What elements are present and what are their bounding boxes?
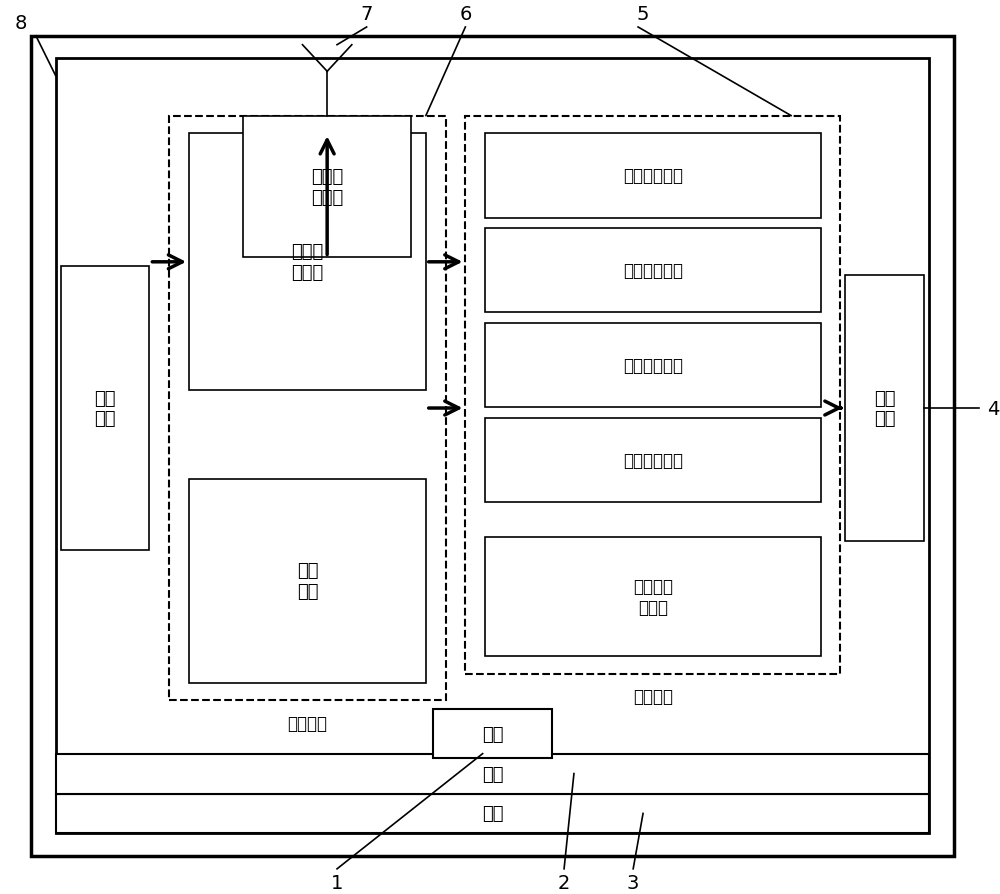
Text: 震动
电机: 震动 电机: [94, 389, 116, 428]
Text: 控制装置: 控制装置: [287, 713, 327, 732]
Bar: [485, 537, 821, 656]
Text: 基底: 基底: [482, 805, 503, 822]
Text: 1: 1: [331, 873, 343, 891]
Text: 5: 5: [637, 5, 649, 24]
Bar: [189, 134, 426, 391]
Bar: [56, 754, 929, 794]
Text: 控制处
理单元: 控制处 理单元: [291, 243, 324, 282]
Bar: [485, 418, 821, 502]
Text: 左弯曲传感器: 左弯曲传感器: [623, 167, 683, 185]
Bar: [169, 116, 446, 701]
Text: 3: 3: [627, 873, 639, 891]
Text: 2: 2: [558, 873, 570, 891]
Text: 传感装置: 传感装置: [633, 687, 673, 705]
Text: 后弯曲传感器: 后弯曲传感器: [623, 357, 683, 375]
Bar: [485, 324, 821, 408]
Text: 4: 4: [987, 399, 1000, 418]
Bar: [189, 479, 426, 683]
Bar: [243, 116, 411, 258]
Bar: [56, 794, 929, 833]
Text: 无线通
信单元: 无线通 信单元: [311, 168, 343, 207]
Text: 7: 7: [360, 5, 373, 24]
Text: 前弯曲传感器: 前弯曲传感器: [623, 262, 683, 280]
Text: 绑带: 绑带: [482, 725, 503, 743]
Text: 电源
模块: 电源 模块: [874, 389, 896, 428]
Text: 6: 6: [459, 5, 472, 24]
Text: 右弯曲传感器: 右弯曲传感器: [623, 451, 683, 469]
Text: 覆膜: 覆膜: [482, 764, 503, 782]
Text: 三轴倾角
传感器: 三轴倾角 传感器: [633, 578, 673, 616]
Bar: [465, 116, 840, 674]
Bar: [485, 134, 821, 218]
Bar: [433, 710, 552, 758]
Text: 存储
单元: 存储 单元: [297, 561, 318, 601]
Bar: [845, 275, 924, 542]
Bar: [56, 59, 929, 833]
Bar: [485, 229, 821, 313]
Bar: [61, 267, 149, 550]
Text: 8: 8: [15, 14, 27, 33]
